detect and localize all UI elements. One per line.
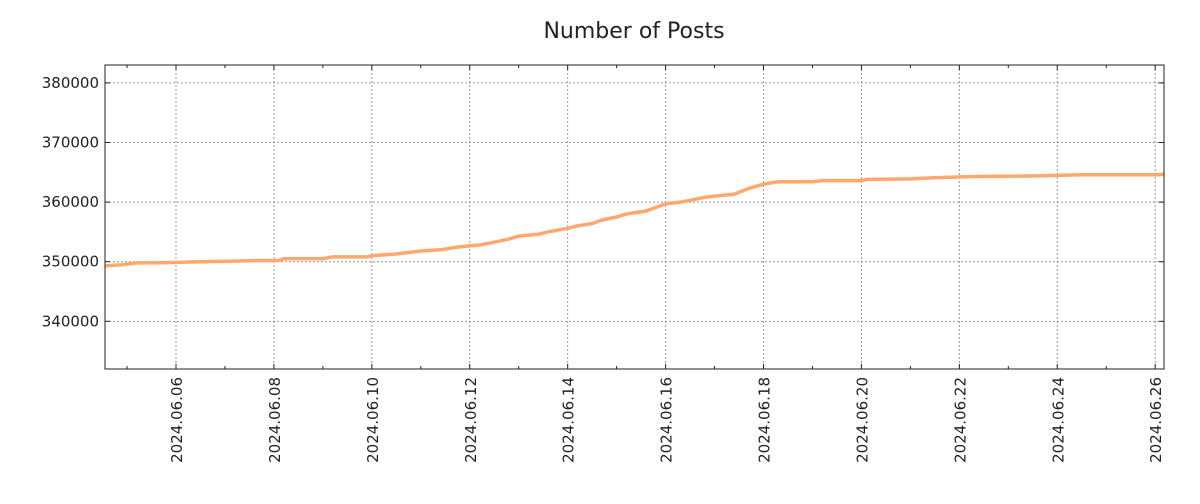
- x-tick-label: 2024.06.18: [756, 377, 774, 463]
- x-tick-label: 2024.06.16: [658, 377, 676, 463]
- x-tick-label: 2024.06.22: [951, 377, 969, 463]
- series-line-number-of-posts: [104, 172, 1165, 268]
- y-tick-label: 380000: [42, 74, 99, 92]
- axis-ticks: 340000 350000 360000 370000 380000 2024.06.06…: [42, 65, 1165, 463]
- y-tick-label: 350000: [42, 253, 99, 271]
- x-tick-label: 2024.06.24: [1049, 377, 1067, 463]
- plot-frame: [104, 64, 1165, 370]
- chart-title: Number of Posts: [543, 19, 724, 44]
- grid: [105, 65, 1164, 369]
- y-tick-label: 360000: [42, 193, 99, 211]
- x-tick-label: 2024.06.08: [266, 377, 284, 463]
- x-tick-label: 2024.06.10: [364, 377, 382, 463]
- x-tick-label: 2024.06.06: [168, 377, 186, 463]
- x-tick-label: 2024.06.12: [462, 377, 480, 463]
- x-tick-label: 2024.06.20: [853, 377, 871, 463]
- x-tick-label: 2024.06.14: [560, 377, 578, 463]
- x-tick-label: 2024.06.26: [1147, 377, 1165, 463]
- y-tick-label: 340000: [42, 312, 99, 330]
- y-tick-label: 370000: [42, 133, 99, 151]
